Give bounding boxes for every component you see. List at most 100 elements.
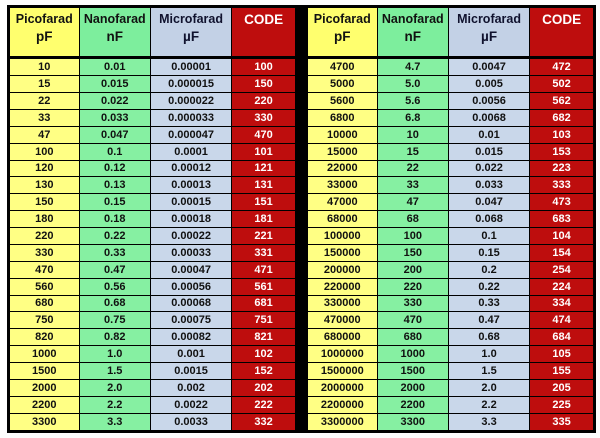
table-cell: 0.68 bbox=[78, 294, 151, 313]
table-cell: 332 bbox=[231, 412, 297, 433]
table-cell: 3300 bbox=[376, 412, 449, 433]
table-cell: 0.1 bbox=[447, 227, 531, 245]
table-cell: 102 bbox=[231, 345, 297, 364]
table-cell: 103 bbox=[529, 125, 595, 144]
table-cell: 100 bbox=[376, 227, 449, 245]
table-cell: 22 bbox=[8, 92, 80, 110]
table-cell: 68000 bbox=[306, 210, 378, 229]
table-cell: 471 bbox=[231, 260, 297, 279]
table-row: 220000 220 0.22 224 bbox=[306, 277, 595, 296]
table-cell: 0.33 bbox=[447, 294, 531, 313]
header-code: CODE bbox=[529, 6, 595, 59]
table-cell: 3.3 bbox=[78, 412, 151, 433]
table-row: 100000 100 0.1 104 bbox=[306, 227, 595, 245]
table-row: 680000 680 0.68 684 bbox=[306, 328, 595, 347]
table-cell: 562 bbox=[529, 92, 595, 110]
table-cell: 180 bbox=[8, 210, 80, 229]
table-row: 470 0.47 0.00047 471 bbox=[8, 260, 297, 279]
table-cell: 47 bbox=[376, 193, 449, 212]
table-cell: 5.6 bbox=[376, 92, 449, 110]
table-cell: 474 bbox=[529, 311, 595, 330]
table-cell: 0.000033 bbox=[149, 108, 233, 127]
table-cell: 104 bbox=[529, 227, 595, 245]
table-row: 1500 1.5 0.0015 152 bbox=[8, 362, 297, 380]
table-cell: 3300000 bbox=[306, 412, 378, 433]
table-cell: 470 bbox=[376, 311, 449, 330]
table-row: 2000000 2000 2.0 205 bbox=[306, 378, 595, 397]
table-row: 5000 5.0 0.005 502 bbox=[306, 75, 595, 94]
table-cell: 220 bbox=[8, 227, 80, 245]
table-cell: 3.3 bbox=[447, 412, 531, 433]
table-cell: 2.0 bbox=[78, 378, 151, 397]
header-unit: µF bbox=[481, 29, 498, 44]
table-cell: 100 bbox=[8, 142, 80, 161]
table-row: 33000 33 0.033 333 bbox=[306, 176, 595, 195]
header-microfarad: Microfarad µF bbox=[149, 6, 233, 59]
table-cell: 220 bbox=[231, 92, 297, 110]
table-row: 220 0.22 0.00022 221 bbox=[8, 227, 297, 245]
table-body: 10 0.01 0.00001 100 15 0.015 0.000015 150 22 0.02… bbox=[8, 56, 297, 433]
table-cell: 0.12 bbox=[78, 159, 151, 178]
table-cell: 473 bbox=[529, 193, 595, 212]
table-cell: 0.00001 bbox=[149, 56, 233, 77]
table-cell: 1.5 bbox=[78, 362, 151, 380]
table-cell: 1500 bbox=[8, 362, 80, 380]
table-cell: 1.0 bbox=[78, 345, 151, 364]
table-cell: 334 bbox=[529, 294, 595, 313]
table-cell: 330 bbox=[231, 108, 297, 127]
table-row: 15000 15 0.015 153 bbox=[306, 142, 595, 161]
tables-container: Picofarad pF Nanofarad nF Microfarad µF … bbox=[7, 5, 596, 433]
table-cell: 0.68 bbox=[447, 328, 531, 347]
table-cell: 0.001 bbox=[149, 345, 233, 364]
table-cell: 2.2 bbox=[78, 395, 151, 414]
table-cell: 10 bbox=[376, 125, 449, 144]
table-row: 5600 5.6 0.0056 562 bbox=[306, 92, 595, 110]
table-cell: 4700 bbox=[306, 56, 378, 77]
table-cell: 0.047 bbox=[447, 193, 531, 212]
table-cell: 101 bbox=[231, 142, 297, 161]
table-cell: 5000 bbox=[306, 75, 378, 94]
table-cell: 22000 bbox=[306, 159, 378, 178]
table-cell: 33 bbox=[376, 176, 449, 195]
header-title: CODE bbox=[244, 12, 284, 27]
table-cell: 0.22 bbox=[447, 277, 531, 296]
table-cell: 2.2 bbox=[447, 395, 531, 414]
table-cell: 224 bbox=[529, 277, 595, 296]
table-cell: 0.0056 bbox=[447, 92, 531, 110]
table-cell: 200000 bbox=[306, 260, 378, 279]
table-cell: 751 bbox=[231, 311, 297, 330]
table-row: 3300000 3300 3.3 335 bbox=[306, 412, 595, 433]
table-row: 180 0.18 0.00018 181 bbox=[8, 210, 297, 229]
table-cell: 22 bbox=[376, 159, 449, 178]
table-cell: 0.00056 bbox=[149, 277, 233, 296]
table-cell: 4.7 bbox=[376, 56, 449, 77]
table-cell: 820 bbox=[8, 328, 80, 347]
table-cell: 6800 bbox=[306, 108, 378, 127]
conversion-table-right: Picofarad pF Nanofarad nF Microfarad µF … bbox=[305, 5, 596, 433]
table-row: 47 0.047 0.000047 470 bbox=[8, 125, 297, 144]
table-cell: 0.00068 bbox=[149, 294, 233, 313]
header-code: CODE bbox=[231, 6, 297, 59]
table-cell: 220000 bbox=[306, 277, 378, 296]
table-cell: 150 bbox=[8, 193, 80, 212]
table-row: 470000 470 0.47 474 bbox=[306, 311, 595, 330]
table-row: 2200000 2200 2.2 225 bbox=[306, 395, 595, 414]
table-cell: 2200 bbox=[8, 395, 80, 414]
table-row: 150000 150 0.15 154 bbox=[306, 243, 595, 262]
table-row: 68000 68 0.068 683 bbox=[306, 210, 595, 229]
table-cell: 120 bbox=[8, 159, 80, 178]
table-cell: 15 bbox=[8, 75, 80, 94]
table-cell: 0.0015 bbox=[149, 362, 233, 380]
table-cell: 330000 bbox=[306, 294, 378, 313]
header-unit: nF bbox=[106, 29, 124, 44]
table-cell: 2200 bbox=[376, 395, 449, 414]
table-cell: 0.015 bbox=[447, 142, 531, 161]
header-nanofarad: Nanofarad nF bbox=[78, 6, 151, 59]
header-unit: nF bbox=[404, 29, 422, 44]
table-row: 33 0.033 0.000033 330 bbox=[8, 108, 297, 127]
header-title: Picofarad bbox=[15, 12, 73, 26]
table-cell: 1.0 bbox=[447, 345, 531, 364]
header-title: Picofarad bbox=[313, 12, 371, 26]
table-cell: 681 bbox=[231, 294, 297, 313]
